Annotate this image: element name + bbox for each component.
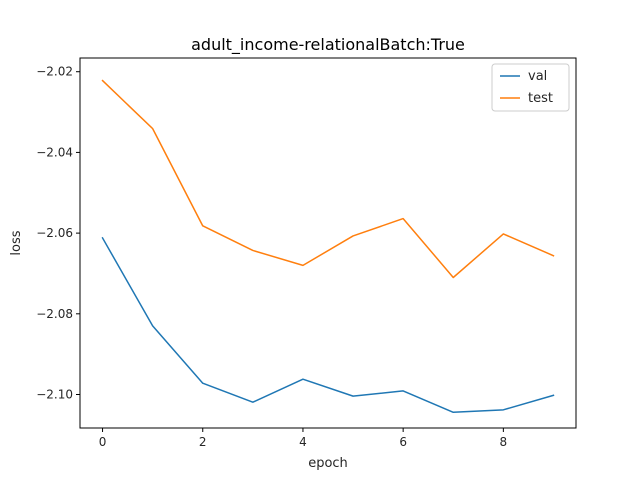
y-tick-label: −2.04	[36, 145, 73, 159]
x-tick-label: 6	[399, 435, 407, 449]
chart-title: adult_income-relationalBatch:True	[191, 35, 465, 55]
axes-frame	[79, 57, 577, 429]
x-axis: 0 2 4 6 8	[99, 428, 507, 449]
x-tick-label: 4	[299, 435, 307, 449]
y-axis: −2.10 −2.08 −2.06 −2.04 −2.02	[36, 65, 80, 402]
legend-label-val: val	[528, 69, 547, 84]
y-axis-label: loss	[9, 230, 24, 255]
y-tick-label: −2.06	[36, 226, 73, 240]
y-tick-label: −2.02	[36, 65, 73, 79]
y-tick-label: −2.10	[36, 388, 73, 402]
x-tick-label: 8	[500, 435, 508, 449]
x-axis-label: epoch	[308, 456, 348, 471]
series-line-val	[101, 236, 555, 414]
y-tick-label: −2.08	[36, 307, 73, 321]
x-tick-label: 0	[99, 435, 107, 449]
legend-label-test: test	[528, 91, 553, 106]
x-tick-label: 2	[199, 435, 207, 449]
plot-area	[101, 79, 555, 414]
series-line-test	[101, 79, 555, 279]
legend: val test	[491, 63, 570, 112]
